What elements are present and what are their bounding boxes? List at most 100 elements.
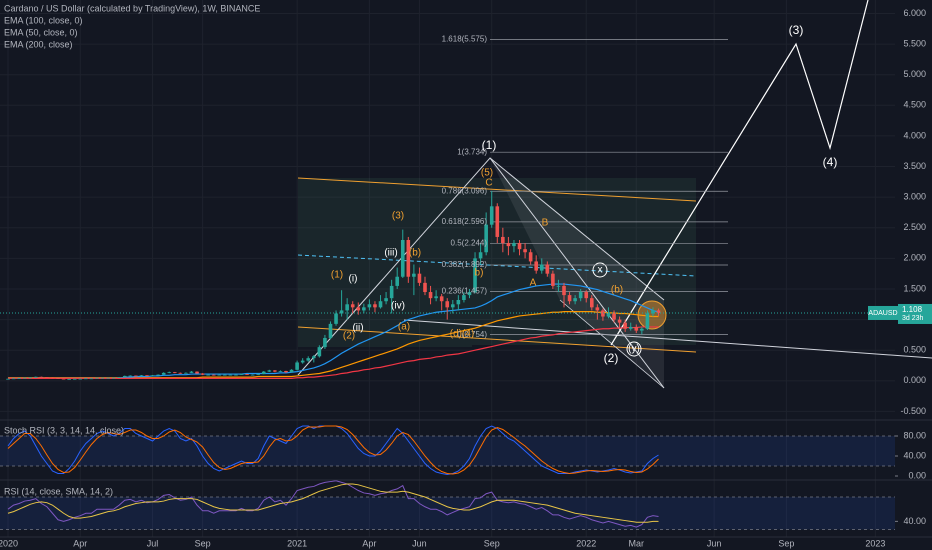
- chart-title: Cardano / US Dollar (calculated by Tradi…: [4, 3, 260, 13]
- wave-label: (4): [823, 155, 838, 169]
- candle-body: [284, 371, 288, 373]
- wave-label: b): [475, 268, 484, 279]
- candle-body: [573, 298, 577, 302]
- candle-body: [317, 347, 322, 357]
- candle-body: [39, 376, 44, 378]
- candle-body: [67, 378, 71, 380]
- candle-body: [89, 378, 94, 380]
- y-tick-label: 4.500: [903, 100, 926, 110]
- candle-body: [100, 377, 105, 379]
- wave-line: [489, 157, 665, 301]
- candle-body: [256, 374, 260, 375]
- wave-label: (3): [789, 23, 804, 37]
- wave-label: (d)(4): [450, 329, 474, 340]
- pane-title: Stoch RSI (3, 3, 14, 14, close): [4, 425, 124, 435]
- wave-label: (a): [398, 322, 410, 333]
- price-tag: [898, 303, 932, 324]
- candle-body: [651, 310, 655, 314]
- candle-body: [467, 292, 472, 296]
- candle-body: [117, 377, 121, 378]
- candle-body: [17, 378, 21, 379]
- fib-label: 0.382(1.892): [442, 260, 488, 269]
- candle-body: [556, 285, 561, 287]
- candle-body: [623, 322, 627, 329]
- fib-label: 1(3.734): [457, 147, 487, 156]
- candle-body: [395, 276, 399, 286]
- band-fill: [0, 497, 895, 530]
- y-tick-label: 3.000: [903, 192, 926, 202]
- candle-body: [428, 292, 433, 299]
- candle-body: [312, 356, 316, 359]
- grid: [0, 0, 898, 537]
- legend-entry: EMA (50, close, 0): [4, 27, 78, 37]
- candle-body: [150, 375, 155, 377]
- candle-body: [512, 243, 516, 247]
- candle-body: [501, 236, 505, 244]
- candle-body: [245, 374, 249, 375]
- candle-body: [534, 261, 538, 271]
- band-fill: [0, 436, 895, 466]
- price-countdown: 3d 23h: [902, 315, 924, 322]
- x-tick-label: Sep: [484, 538, 500, 548]
- candle-body: [517, 243, 522, 250]
- candle-body: [489, 206, 494, 225]
- y-tick-label: 5.000: [903, 69, 926, 79]
- price-symbol: ADAUSD: [868, 310, 897, 317]
- candle-body: [45, 377, 49, 378]
- candle-body: [640, 328, 644, 331]
- candle-body: [189, 371, 194, 373]
- candle-body: [389, 285, 394, 299]
- candle-body: [478, 252, 483, 259]
- candle-body: [612, 313, 616, 320]
- wave-label: (2): [604, 351, 619, 365]
- y-tick-label: 6.000: [903, 8, 926, 18]
- pane-title: RSI (14, close, SMA, 14, 2): [4, 486, 113, 496]
- wave-label: (3): [392, 211, 404, 222]
- candle-body: [161, 372, 166, 375]
- candle-body: [406, 240, 411, 277]
- y-tick-label: 80.00: [903, 430, 926, 440]
- wave-label: x: [598, 265, 603, 276]
- candle-body: [61, 378, 66, 380]
- candle-body: [306, 358, 311, 361]
- y-tick-label: 0.500: [903, 345, 926, 355]
- candle-body: [223, 374, 227, 376]
- candle-body: [339, 310, 344, 314]
- candle-body: [273, 370, 277, 372]
- candle-body: [445, 301, 450, 308]
- candle-body: [567, 295, 572, 302]
- candle-body: [551, 273, 555, 286]
- range-box: [298, 178, 472, 347]
- candle-body: [72, 378, 77, 380]
- wave-circle: [592, 262, 608, 278]
- x-tick-label: Sep: [778, 538, 794, 548]
- candle-body: [56, 378, 60, 379]
- wave-label: (i): [349, 274, 358, 285]
- candle-body: [211, 374, 216, 376]
- wave-label: (2): [343, 331, 355, 342]
- candle-body: [350, 304, 355, 308]
- y-tick-label: 40.00: [903, 450, 926, 460]
- legend-entry: EMA (200, close): [4, 39, 73, 49]
- candle-body: [145, 375, 149, 377]
- candle-body: [628, 326, 633, 329]
- y-tick-label: 0.000: [903, 375, 926, 385]
- candle-body: [95, 377, 99, 379]
- y-tick-label: 0.00: [908, 470, 926, 480]
- candle-body: [28, 377, 33, 379]
- y-tick-label: 2.000: [903, 253, 926, 263]
- candle-body: [278, 371, 283, 372]
- x-tick-label: Jun: [412, 538, 427, 548]
- candle-body: [323, 337, 327, 348]
- x-tick-label: 2021: [287, 538, 307, 548]
- candle-body: [22, 377, 27, 379]
- candle-body: [156, 374, 160, 376]
- candle-body: [334, 313, 338, 324]
- y-tick-label: 1.500: [903, 283, 926, 293]
- candle-body: [656, 310, 661, 313]
- candle-body: [200, 373, 205, 375]
- wave-label: (1): [482, 138, 497, 152]
- candle-body: [128, 375, 133, 377]
